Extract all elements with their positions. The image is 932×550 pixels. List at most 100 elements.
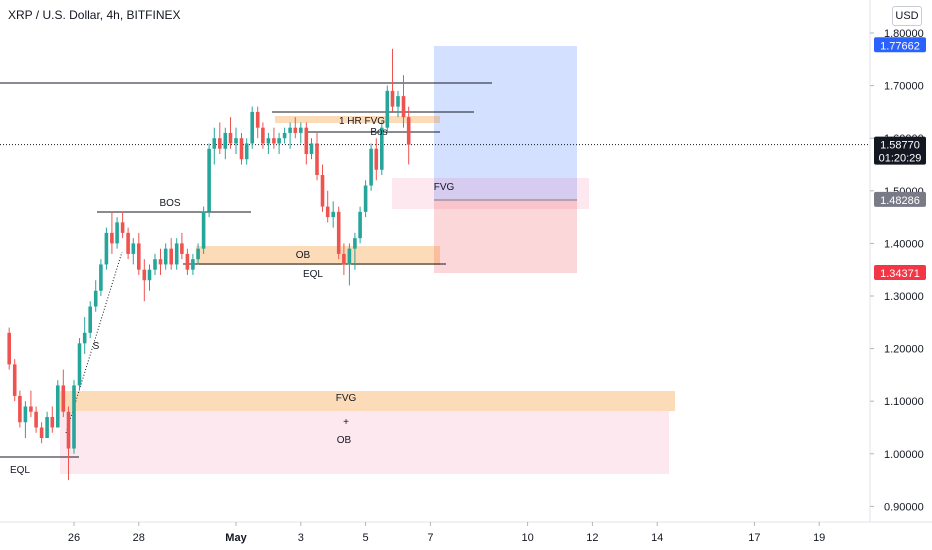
annotation-ob-bottom: OB	[337, 435, 352, 446]
annotation-fvg-right: FVG	[434, 182, 455, 193]
candle	[99, 259, 103, 296]
time-tick-label: 28	[133, 532, 145, 544]
candle	[266, 132, 271, 154]
fvg-zone-right	[392, 178, 589, 209]
svg-text:1.34371: 1.34371	[880, 268, 920, 280]
candle	[191, 253, 195, 275]
candle	[137, 232, 141, 275]
price-tick-label: 0.90000	[884, 501, 924, 513]
candle	[158, 248, 163, 275]
annotation-plus: +	[343, 417, 349, 428]
time-tick-label: 10	[521, 532, 533, 544]
candle	[180, 232, 184, 260]
candle	[66, 406, 71, 481]
candle	[358, 206, 362, 244]
candle	[250, 106, 254, 149]
candle	[72, 380, 76, 454]
annotation-s: S	[93, 341, 100, 352]
candle	[169, 238, 173, 270]
time-axis[interactable]: 26 28 May 3 5 7 10 12 14 17 19	[68, 522, 825, 544]
price-axis[interactable]: 1.800001.700001.600001.500001.400001.300…	[870, 28, 924, 513]
price-tick-label: 1.20000	[884, 344, 924, 356]
price-label-red: 1.34371	[874, 265, 926, 281]
candle	[201, 206, 206, 254]
candle	[218, 122, 222, 154]
time-tick-label: 3	[298, 532, 304, 544]
price-tick-label: 1.70000	[884, 81, 924, 93]
annotation-eql-left: EQL	[10, 465, 30, 476]
candle	[147, 264, 152, 291]
candle	[304, 122, 309, 165]
candle	[29, 390, 33, 417]
svg-text:1.58770: 1.58770	[880, 140, 920, 152]
candle	[212, 127, 217, 165]
candle	[239, 132, 244, 165]
candle	[261, 122, 265, 149]
candle	[153, 253, 157, 275]
time-tick-label: 19	[813, 532, 825, 544]
candle	[336, 206, 341, 260]
candle	[163, 243, 168, 270]
candle	[282, 127, 287, 144]
candle	[110, 211, 114, 254]
candle	[347, 243, 352, 286]
candle	[56, 380, 60, 428]
target-zone	[434, 46, 577, 200]
candle	[406, 106, 411, 165]
price-tick-label: 1.80000	[884, 28, 924, 40]
candle	[93, 280, 98, 312]
candle	[342, 243, 346, 275]
svg-text:1.48286: 1.48286	[880, 195, 920, 207]
candle	[7, 327, 11, 370]
candle	[50, 406, 55, 433]
time-tick-label: 14	[651, 532, 663, 544]
annotation-fvg-bottom: FVG	[336, 393, 357, 404]
candle	[325, 190, 330, 223]
candle	[34, 406, 38, 433]
price-label-gray: 1.48286	[874, 191, 926, 207]
candle	[363, 180, 368, 218]
annotation-1hr-fvg: 1 HR FVG	[339, 116, 385, 127]
fvg-1hr-zone	[275, 116, 440, 123]
time-tick-label: 12	[586, 532, 598, 544]
annotation-eql-mid: EQL	[303, 269, 323, 280]
candle	[223, 127, 228, 160]
candle	[142, 259, 147, 302]
candle	[380, 122, 384, 176]
candle	[255, 106, 260, 139]
candle	[23, 401, 28, 439]
candle	[77, 338, 82, 391]
annotation-ob-mid: OB	[296, 250, 311, 261]
candle	[39, 422, 44, 444]
time-tick-label: May	[225, 532, 247, 544]
candle	[396, 90, 400, 118]
candle	[234, 127, 238, 154]
candle	[320, 164, 325, 212]
candle	[390, 48, 395, 112]
candle	[126, 227, 130, 260]
candle	[185, 248, 190, 275]
price-tick-label: 1.10000	[884, 396, 924, 408]
price-tick-label: 1.30000	[884, 291, 924, 303]
svg-text:1.77662: 1.77662	[880, 40, 920, 52]
zone-layer	[60, 46, 675, 474]
candle	[288, 122, 292, 149]
chart-title: XRP / U.S. Dollar, 4h, BITFINEX	[8, 8, 181, 22]
candle	[293, 117, 298, 139]
candle	[244, 138, 249, 165]
fvg-zone-bottom	[60, 391, 675, 411]
candle	[353, 232, 357, 270]
candle	[12, 359, 17, 402]
candle	[315, 132, 319, 181]
currency-button[interactable]: USD	[892, 6, 922, 26]
price-label-blue: 1.77662	[874, 37, 926, 53]
candle	[82, 317, 87, 354]
time-tick-label: 7	[427, 532, 433, 544]
candle	[18, 390, 22, 428]
annotation-bos-left: BOS	[159, 198, 180, 209]
candle	[88, 301, 92, 339]
